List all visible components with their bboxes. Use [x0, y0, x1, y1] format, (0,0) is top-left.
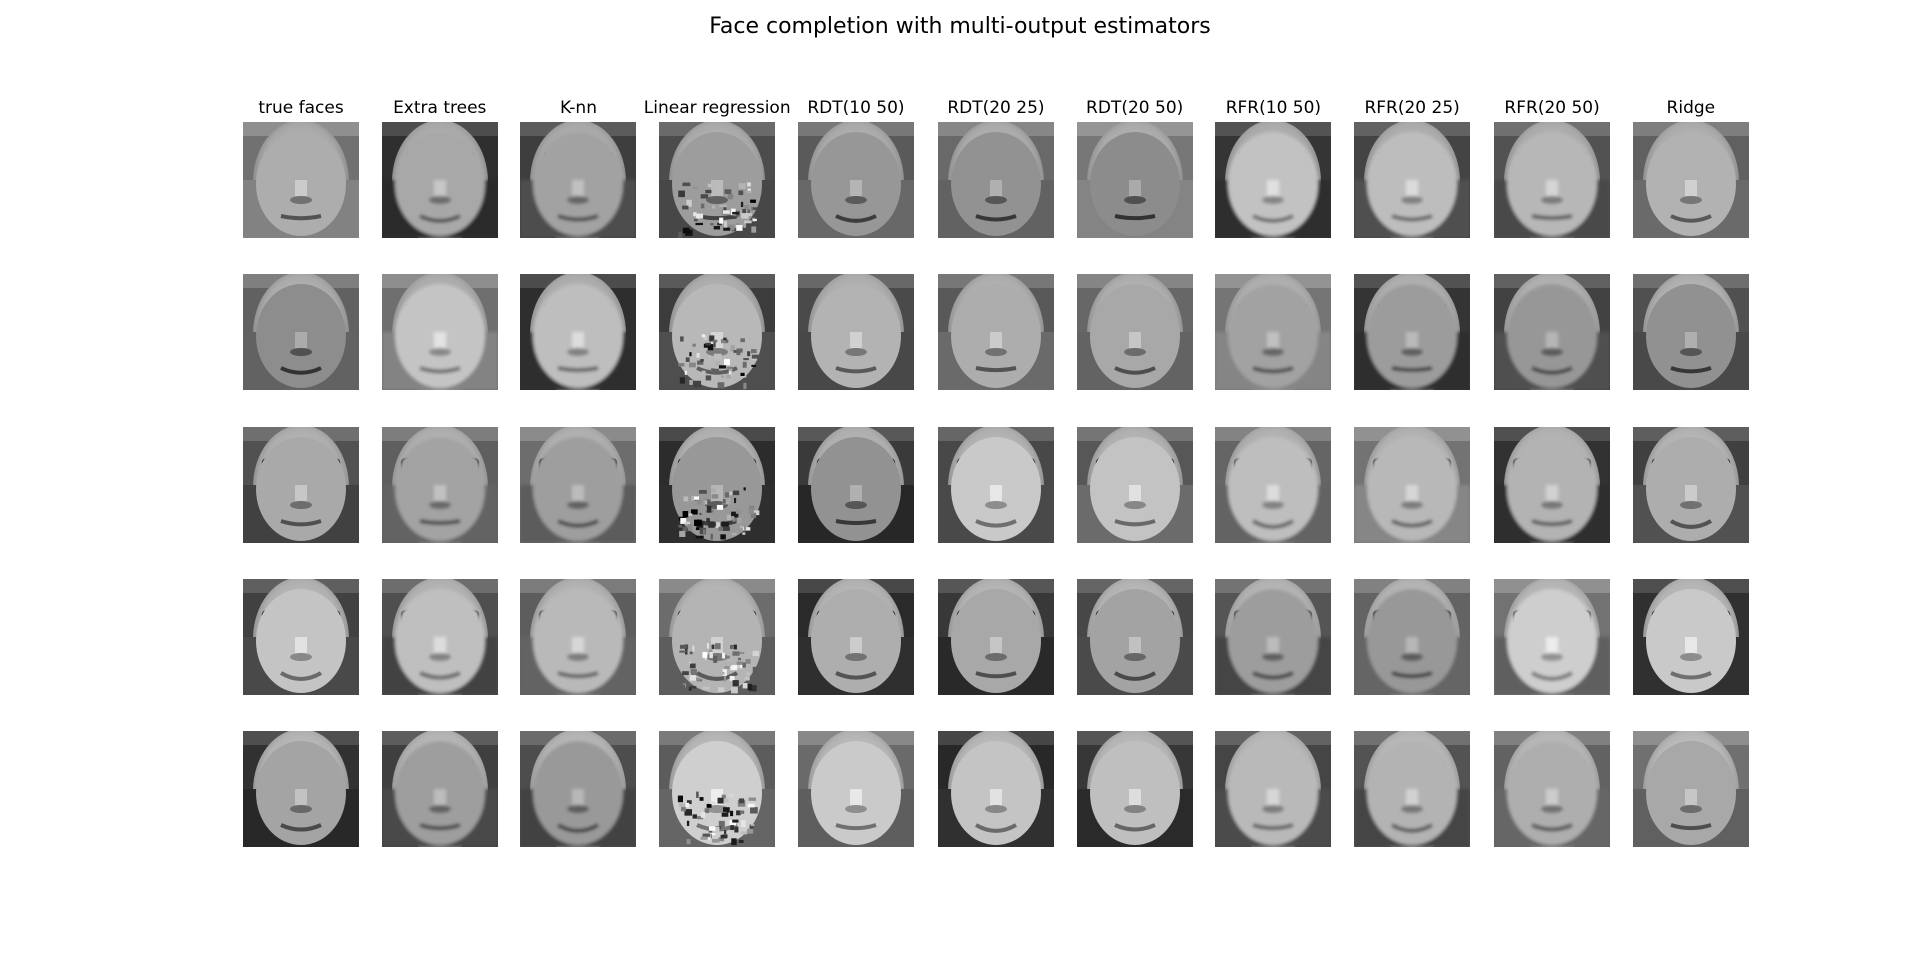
face-image — [1076, 731, 1193, 848]
face-image — [381, 426, 498, 543]
column-label: Ridge — [1666, 98, 1716, 118]
face-image — [1632, 578, 1749, 695]
face-image — [1215, 731, 1332, 848]
face-image — [937, 274, 1054, 391]
column-label: RDT(20 25) — [947, 98, 1045, 118]
face-image — [1215, 426, 1332, 543]
column-label: RDT(10 50) — [807, 98, 905, 118]
face-image — [937, 122, 1054, 239]
face-image — [797, 122, 914, 239]
face-image — [1354, 426, 1471, 543]
face-image — [381, 122, 498, 239]
face-image — [1354, 274, 1471, 391]
face-image — [1494, 274, 1611, 391]
face-image — [520, 731, 637, 848]
face-image — [1076, 122, 1193, 239]
face-image — [1076, 578, 1193, 695]
face-image — [937, 731, 1054, 848]
face-image — [1076, 426, 1193, 543]
face-image — [659, 274, 776, 391]
face-image — [1632, 274, 1749, 391]
face-image — [1632, 426, 1749, 543]
column-label: Linear regression — [643, 98, 791, 118]
column-label: RFR(20 50) — [1504, 98, 1600, 118]
face-image — [1494, 122, 1611, 239]
face-image — [1354, 122, 1471, 239]
face-image — [937, 426, 1054, 543]
face-image — [243, 274, 359, 391]
face-image — [1494, 578, 1611, 695]
face-image — [520, 426, 637, 543]
face-image — [243, 731, 359, 848]
face-image — [381, 731, 498, 848]
face-image — [1632, 122, 1749, 239]
face-image — [797, 578, 914, 695]
face-image — [659, 578, 776, 695]
face-image — [659, 122, 776, 239]
face-image — [520, 274, 637, 391]
face-image — [243, 426, 359, 543]
face-image — [243, 578, 359, 695]
face-image — [1354, 731, 1471, 848]
face-image — [520, 122, 637, 239]
face-image — [1076, 274, 1193, 391]
face-image — [381, 274, 498, 391]
face-image — [797, 731, 914, 848]
face-image — [381, 578, 498, 695]
face-image — [1215, 578, 1332, 695]
face-image — [243, 122, 359, 239]
column-label: RFR(10 50) — [1225, 98, 1322, 118]
column-label: K-nn — [559, 98, 597, 118]
figure-title: Face completion with multi-output estima… — [709, 14, 1211, 39]
column-label: Extra trees — [393, 98, 487, 118]
face-image — [797, 274, 914, 391]
face-image — [1494, 426, 1611, 543]
face-image — [659, 426, 776, 543]
face-image — [1215, 122, 1332, 239]
column-label: RFR(20 25) — [1364, 98, 1460, 118]
face-image — [520, 578, 637, 695]
face-image — [937, 578, 1054, 695]
face-image — [797, 426, 914, 543]
column-label: RDT(20 50) — [1086, 98, 1184, 118]
column-label: true faces — [258, 98, 344, 118]
face-image — [1632, 731, 1749, 848]
face-image — [1354, 578, 1471, 695]
face-image — [1215, 274, 1332, 391]
face-image — [1494, 731, 1611, 848]
face-image — [659, 731, 776, 848]
